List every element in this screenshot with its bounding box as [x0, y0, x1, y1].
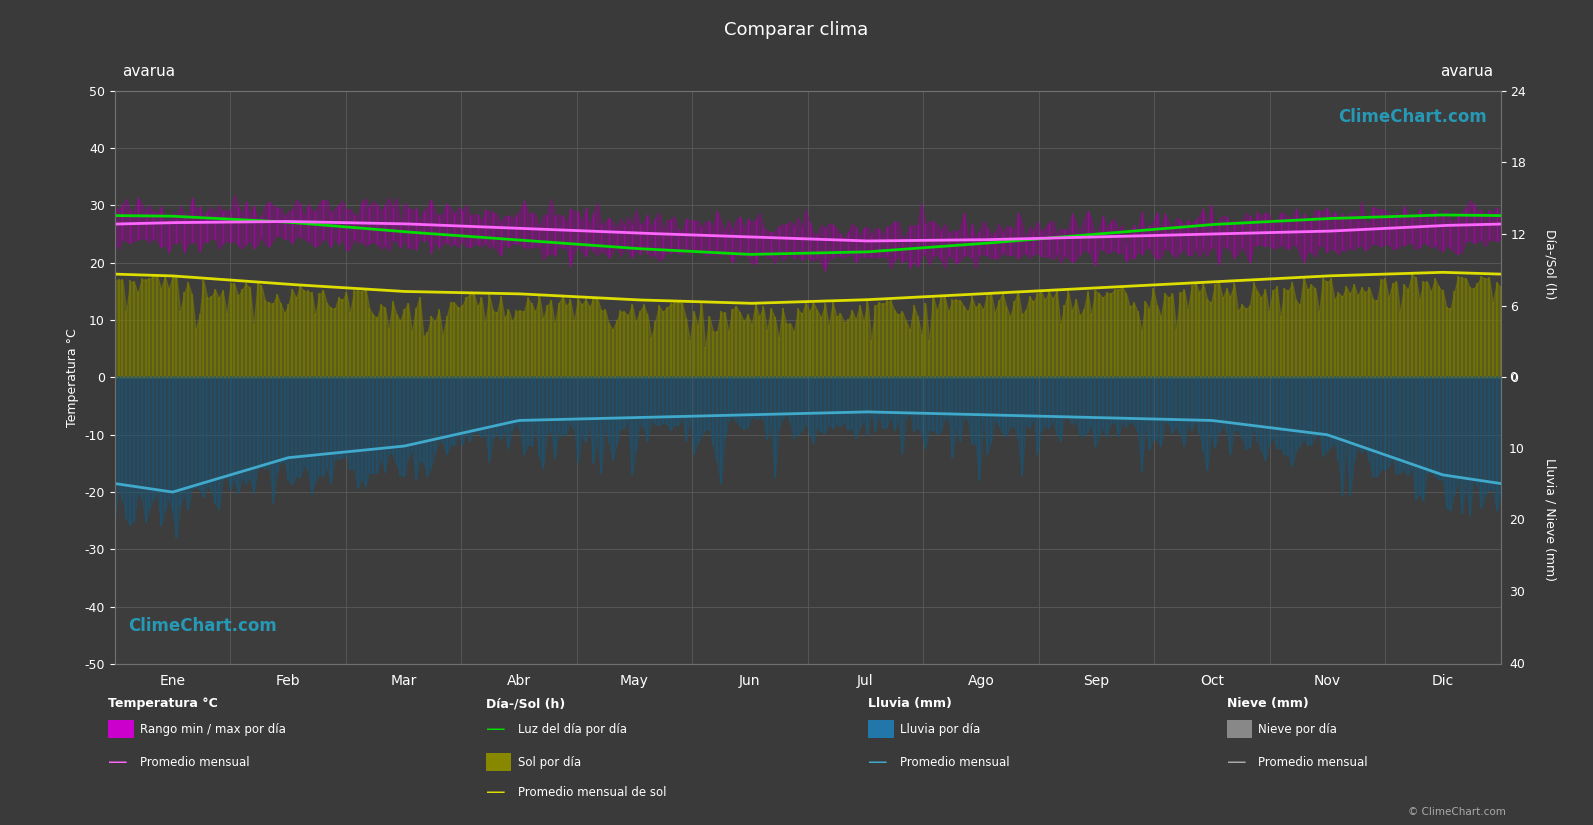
- Text: Promedio mensual: Promedio mensual: [140, 756, 250, 769]
- Text: —: —: [486, 783, 505, 803]
- Text: Rango min / max por día: Rango min / max por día: [140, 723, 287, 736]
- Text: Día-/Sol (h): Día-/Sol (h): [486, 697, 566, 710]
- Text: Lluvia (mm): Lluvia (mm): [868, 697, 953, 710]
- Text: 20: 20: [1509, 514, 1525, 527]
- Text: —: —: [486, 719, 505, 739]
- Y-axis label: Temperatura °C: Temperatura °C: [65, 328, 80, 427]
- Text: Promedio mensual de sol: Promedio mensual de sol: [518, 786, 666, 799]
- Text: ClimeChart.com: ClimeChart.com: [129, 617, 277, 635]
- Text: Nieve por día: Nieve por día: [1258, 723, 1338, 736]
- Text: 40: 40: [1509, 658, 1525, 671]
- Text: Día-/Sol (h): Día-/Sol (h): [1544, 229, 1556, 299]
- Text: Luz del día por día: Luz del día por día: [518, 723, 626, 736]
- Text: Promedio mensual: Promedio mensual: [1258, 756, 1368, 769]
- Text: —: —: [1227, 752, 1246, 772]
- Text: Comparar clima: Comparar clima: [725, 21, 868, 39]
- Text: ClimeChart.com: ClimeChart.com: [1338, 108, 1486, 126]
- Text: —: —: [108, 752, 127, 772]
- Text: Temperatura °C: Temperatura °C: [108, 697, 218, 710]
- Text: Lluvia / Nieve (mm): Lluvia / Nieve (mm): [1544, 458, 1556, 582]
- Text: 30: 30: [1509, 586, 1525, 599]
- Text: 10: 10: [1509, 442, 1525, 455]
- Text: Nieve (mm): Nieve (mm): [1227, 697, 1308, 710]
- Text: avarua: avarua: [1440, 64, 1494, 79]
- Text: Promedio mensual: Promedio mensual: [900, 756, 1010, 769]
- Text: —: —: [868, 752, 887, 772]
- Text: Lluvia por día: Lluvia por día: [900, 723, 980, 736]
- Text: Sol por día: Sol por día: [518, 756, 581, 769]
- Text: avarua: avarua: [121, 64, 175, 79]
- Text: 0: 0: [1509, 371, 1517, 384]
- Text: © ClimeChart.com: © ClimeChart.com: [1408, 807, 1505, 817]
